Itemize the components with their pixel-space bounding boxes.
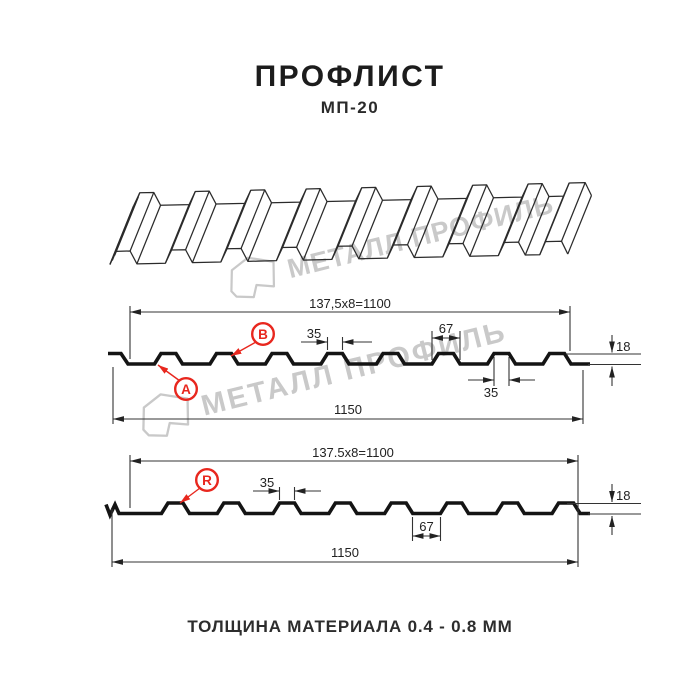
dimensions-top-view: 137,5x8=1100 1150 35 67 35 xyxy=(112,296,641,424)
profile-cross-section-top xyxy=(108,351,590,366)
callout-a: A xyxy=(157,364,198,402)
callout-r: R xyxy=(179,468,219,504)
dim-rib-base: 67 xyxy=(439,321,453,336)
dimensions-bottom-view: 137.5x8=1100 1150 35 67 18 xyxy=(111,445,641,567)
callout-r-label: R xyxy=(202,473,212,488)
dim-edge-rib: 35 xyxy=(484,385,498,400)
callout-b-label: B xyxy=(258,327,268,342)
watermark-lower: МЕТАЛЛ ПРОФИЛЬ xyxy=(127,304,513,451)
dim-rib-top: 35 xyxy=(307,326,321,341)
dim-total-bottom: 1150 xyxy=(331,545,359,560)
profile-cross-section-bottom xyxy=(104,500,590,520)
footer-note: ТОЛЩИНА МАТЕРИАЛА 0.4 - 0.8 ММ xyxy=(187,617,513,636)
metall-profil-logo-icon xyxy=(142,393,190,437)
dim-height-bottom: 18 xyxy=(616,488,630,503)
watermark-upper: МЕТАЛЛ ПРОФИЛЬ xyxy=(216,180,559,309)
metall-profil-logo-icon xyxy=(230,256,276,299)
page-title: ПРОФЛИСТ xyxy=(254,60,446,93)
dim-rib-top-bottom-view: 35 xyxy=(260,475,274,490)
callout-a-label: A xyxy=(181,382,191,397)
dim-total-top: 1150 xyxy=(334,402,362,417)
page-subtitle: МП-20 xyxy=(320,98,380,117)
dim-module-bottom: 137.5x8=1100 xyxy=(312,445,394,460)
dim-module-top: 137,5x8=1100 xyxy=(309,296,391,311)
dim-valley: 67 xyxy=(419,519,433,534)
callout-b: B xyxy=(230,322,275,357)
perspective-view xyxy=(109,182,593,265)
dim-height-top: 18 xyxy=(616,339,630,354)
